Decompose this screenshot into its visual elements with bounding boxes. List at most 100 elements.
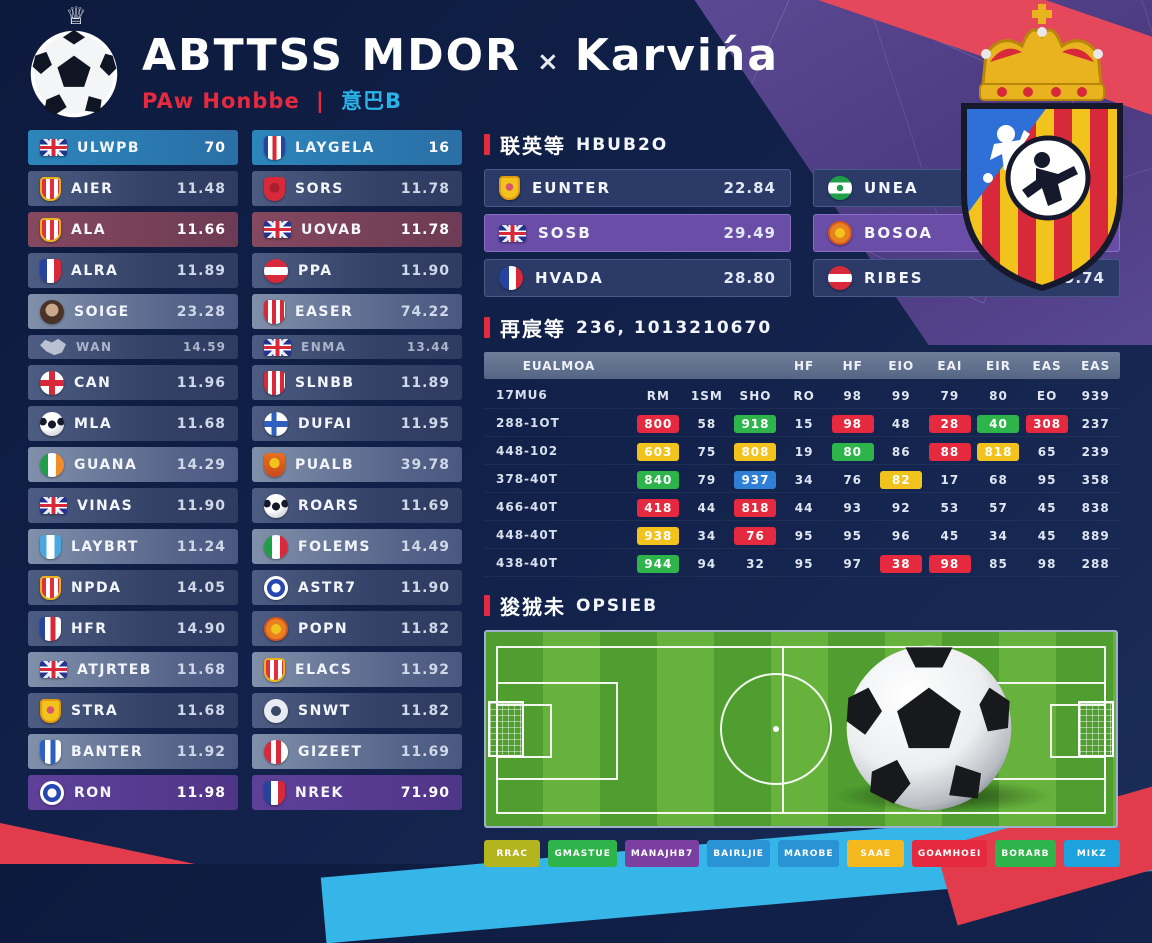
- action-button[interactable]: RRAC: [484, 840, 541, 867]
- team-cell[interactable]: SLNBB 11.89: [252, 365, 462, 400]
- team-cell[interactable]: GIZEET 11.69: [252, 734, 462, 769]
- action-button[interactable]: GOAMHOEI: [911, 840, 988, 867]
- table-cell: 840: [634, 469, 683, 489]
- table-row[interactable]: 466-40T 418 44 8: [484, 493, 1120, 521]
- team-odds: 71.90: [400, 784, 450, 801]
- team-cell[interactable]: ENMA 13.44: [252, 335, 462, 359]
- table-row[interactable]: 438-40T 944 94 3: [484, 549, 1120, 577]
- team-cell[interactable]: ALA 11.66: [28, 212, 238, 247]
- team-cell[interactable]: RON 11.98: [28, 775, 238, 810]
- table-cell: 53: [926, 497, 975, 517]
- match-row: CAN 11.96 SLNBB 11.89: [28, 365, 462, 400]
- team-cell[interactable]: CAN 11.96: [28, 365, 238, 400]
- table-cell: 937: [731, 469, 780, 489]
- team-cell[interactable]: STRA 11.68: [28, 693, 238, 728]
- team-cell[interactable]: NREK 71.90: [252, 775, 462, 810]
- team-cell[interactable]: LAYGELA 16: [252, 130, 462, 165]
- match-row: NPDA 14.05 ASTR7 11.90: [28, 570, 462, 605]
- team-cell[interactable]: WAN 14.59: [28, 335, 238, 359]
- team-badge-icon: [264, 411, 288, 436]
- team-cell[interactable]: ELACS 11.92: [252, 652, 462, 687]
- team-odds: 11.90: [400, 262, 450, 279]
- table-cell-value: 808: [734, 442, 777, 461]
- table-cell-value: 800: [637, 414, 680, 433]
- team-cell[interactable]: PPA 11.90: [252, 253, 462, 288]
- table-cell-value: 939: [1081, 388, 1110, 403]
- team-cell[interactable]: SORS 11.78: [252, 171, 462, 206]
- table-row[interactable]: 17MU6 RM 1SM SHO: [484, 381, 1120, 409]
- table-cell-value: 918: [734, 414, 777, 433]
- stats-table: EUALMOA HF HF EIO EAI EIR EAS EAS 17MU6 RM 1SM: [484, 352, 1120, 577]
- table-cell: 93: [828, 497, 877, 517]
- subtitle-right: 意巴B: [340, 89, 402, 113]
- stats-table-header: EUALMOA HF HF EIO EAI EIR EAS EAS: [484, 352, 1120, 379]
- featured-odds-cell[interactable]: SOSB 29.49: [484, 214, 791, 252]
- team-cell[interactable]: BANTER 11.92: [28, 734, 238, 769]
- team-badge-icon: [499, 266, 523, 290]
- team-cell[interactable]: ASTR7 11.90: [252, 570, 462, 605]
- action-button[interactable]: MANAJHB7: [624, 840, 700, 867]
- red-corner-decor: [0, 823, 195, 864]
- team-badge-icon: [264, 657, 285, 682]
- team-cell[interactable]: SOIGE 23.28: [28, 294, 238, 329]
- featured-odds-cell[interactable]: HVADA 28.80: [484, 259, 791, 297]
- action-button[interactable]: MIKZ: [1063, 840, 1120, 867]
- table-cell-value: 95: [794, 528, 814, 543]
- team-cell[interactable]: ROARS 11.69: [252, 488, 462, 523]
- team-name: WAN: [76, 340, 113, 354]
- table-header-cell: HF: [793, 358, 815, 373]
- team-odds: 13.44: [407, 340, 450, 354]
- table-cell: 45: [1023, 525, 1072, 545]
- team-name: HFR: [71, 620, 108, 637]
- team-cell[interactable]: ALRA 11.89: [28, 253, 238, 288]
- team-cell[interactable]: DUFAI 11.95: [252, 406, 462, 441]
- team-cell[interactable]: UOVAB 11.78: [252, 212, 462, 247]
- table-cell-value: 86: [891, 444, 911, 459]
- table-row[interactable]: 378-40T 840 79 9: [484, 465, 1120, 493]
- team-cell[interactable]: VINAS 11.90: [28, 488, 238, 523]
- section2-title-latin: 236, 1013210670: [576, 317, 773, 338]
- team-cell[interactable]: NPDA 14.05: [28, 570, 238, 605]
- team-cell[interactable]: ULWPB 70: [28, 130, 238, 165]
- soccer-field-image: [484, 630, 1118, 828]
- table-cell-value: 95: [843, 528, 863, 543]
- match-row: LAYBRT 11.24 FOLEMS 14.49: [28, 529, 462, 564]
- team-name: UOVAB: [301, 221, 363, 238]
- table-cell-value: 65: [1037, 444, 1057, 459]
- team-name: AIER: [71, 180, 114, 197]
- table-row[interactable]: 448-40T 938 34 7: [484, 521, 1120, 549]
- team-name: PPA: [298, 262, 333, 279]
- action-button[interactable]: SAAE: [847, 840, 904, 867]
- team-cell[interactable]: GUANA 14.29: [28, 447, 238, 482]
- table-header-cell: EAS: [1032, 358, 1062, 373]
- table-cell-value: 34: [794, 472, 814, 487]
- team-cell[interactable]: LAYBRT 11.24: [28, 529, 238, 564]
- team-badge-icon: [828, 221, 852, 245]
- team-odds: 11.69: [400, 743, 450, 760]
- table-cell: 45: [926, 525, 975, 545]
- section1-header: 联英等 HBUB2O: [484, 130, 1120, 159]
- featured-odds-cell[interactable]: EUNTER 22.84: [484, 169, 791, 207]
- team-cell[interactable]: MLA 11.68: [28, 406, 238, 441]
- team-odds: 14.90: [176, 620, 226, 637]
- table-row[interactable]: 288-1OT 800 58 9: [484, 409, 1120, 437]
- table-cell: 889: [1071, 525, 1120, 545]
- action-button[interactable]: BORARB: [995, 840, 1056, 867]
- team-cell[interactable]: POPN 11.82: [252, 611, 462, 646]
- table-row[interactable]: 448-102 603 75 8: [484, 437, 1120, 465]
- team-badge-icon: [264, 493, 288, 518]
- team-cell[interactable]: FOLEMS 14.49: [252, 529, 462, 564]
- team-name: UNEA: [864, 179, 919, 197]
- team-cell[interactable]: ATJRTEB 11.68: [28, 652, 238, 687]
- team-cell[interactable]: PUALB 39.78: [252, 447, 462, 482]
- team-cell[interactable]: HFR 14.90: [28, 611, 238, 646]
- table-cell-value: 82: [880, 470, 923, 489]
- team-cell[interactable]: SNWT 11.82: [252, 693, 462, 728]
- team-name: HVADA: [535, 269, 604, 287]
- team-cell[interactable]: EASER 74.22: [252, 294, 462, 329]
- action-button[interactable]: MAROBE: [777, 840, 840, 867]
- table-cell: EO: [1023, 385, 1072, 405]
- action-button[interactable]: GMASTUE: [548, 840, 617, 867]
- action-button[interactable]: BAIRLJIE: [707, 840, 770, 867]
- team-cell[interactable]: AIER 11.48: [28, 171, 238, 206]
